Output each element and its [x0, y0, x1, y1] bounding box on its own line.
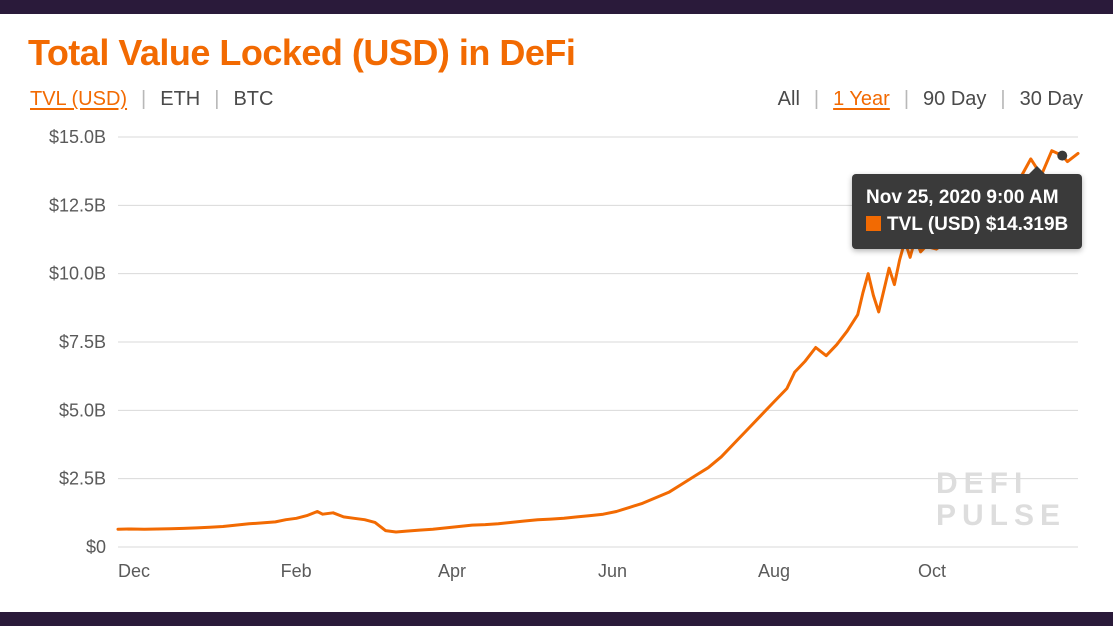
watermark-line2: PULSE — [936, 500, 1066, 532]
y-tick-label: $12.5B — [49, 195, 106, 215]
x-tick-label: Jun — [598, 561, 627, 581]
tooltip-date: Nov 25, 2020 9:00 AM — [866, 184, 1068, 212]
tab-separator: | — [137, 88, 150, 111]
content-area: Total Value Locked (USD) in DeFi TVL (US… — [0, 14, 1113, 597]
currency-tab-group: TVL (USD) | ETH | BTC — [28, 88, 275, 111]
tooltip-series-row: TVL (USD) $14.319B — [866, 211, 1068, 239]
currency-tab-tvl-usd-[interactable]: TVL (USD) — [28, 88, 129, 111]
top-strip — [0, 0, 1113, 14]
range-tab-1-year[interactable]: 1 Year — [831, 88, 892, 111]
chart-tooltip: Nov 25, 2020 9:00 AM TVL (USD) $14.319B — [852, 174, 1082, 249]
hover-marker-icon — [1057, 151, 1067, 161]
currency-tab-eth[interactable]: ETH — [158, 88, 202, 111]
x-tick-label: Feb — [281, 561, 312, 581]
y-tick-label: $2.5B — [59, 469, 106, 489]
tooltip-value: $14.319B — [986, 214, 1068, 235]
tooltip-series-label: TVL (USD) — [887, 214, 981, 235]
tooltip-swatch-icon — [866, 216, 881, 231]
y-tick-label: $0 — [86, 537, 106, 557]
bottom-strip — [0, 612, 1113, 626]
x-tick-label: Apr — [438, 561, 466, 581]
range-tab-all[interactable]: All — [776, 88, 802, 111]
y-tick-label: $5.0B — [59, 400, 106, 420]
y-tick-label: $10.0B — [49, 264, 106, 284]
range-tab-90-day[interactable]: 90 Day — [921, 88, 988, 111]
y-tick-label: $7.5B — [59, 332, 106, 352]
range-tab-group: All | 1 Year | 90 Day | 30 Day — [776, 88, 1085, 111]
tooltip-arrow-icon — [1028, 166, 1046, 175]
tab-separator: | — [210, 88, 223, 111]
watermark: DEFI PULSE — [936, 468, 1066, 531]
tab-separator: | — [900, 88, 913, 111]
y-tick-label: $15.0B — [49, 127, 106, 147]
tabs-row: TVL (USD) | ETH | BTC All | 1 Year | 90 Day | 30 D… — [28, 88, 1085, 111]
x-tick-label: Dec — [118, 561, 150, 581]
currency-tab-btc[interactable]: BTC — [231, 88, 275, 111]
tab-separator: | — [996, 88, 1009, 111]
page-title: Total Value Locked (USD) in DeFi — [28, 32, 1085, 74]
x-tick-label: Aug — [758, 561, 790, 581]
tab-separator: | — [810, 88, 823, 111]
watermark-line1: DEFI — [936, 468, 1066, 500]
range-tab-30-day[interactable]: 30 Day — [1018, 88, 1085, 111]
x-tick-label: Oct — [918, 561, 946, 581]
chart-container: $0 $2.5B $5.0B $7.5B $10.0B $12.5B $15.0B Dec Fe… — [28, 117, 1084, 597]
